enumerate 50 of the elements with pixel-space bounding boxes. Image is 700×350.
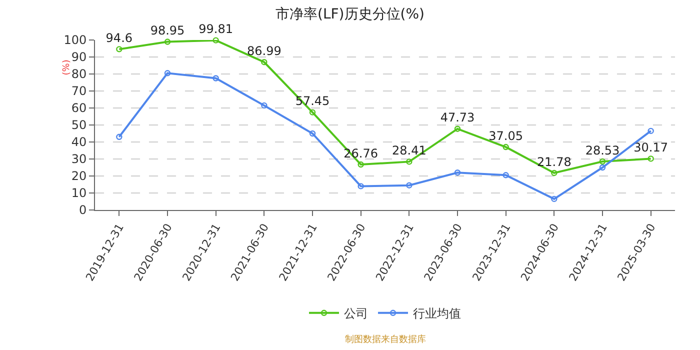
y-tick-label: 20 [71,169,87,184]
point [309,130,316,137]
text: 制图数据来自数据库 [345,334,426,345]
point [164,70,171,76]
point [551,196,558,202]
point [358,183,364,190]
data-label: 30.17 [634,140,668,155]
legend-label: 行业均值 [413,306,461,321]
data-label: 94.6 [106,31,133,46]
point [309,109,316,116]
point [502,144,509,150]
point [454,126,461,132]
data-label: 98.95 [150,24,185,38]
data-label: 99.81 [198,22,234,36]
point [599,158,606,165]
legend-label: 公司 [344,306,368,321]
y-tick-label: 60 [71,101,87,116]
point [261,102,268,109]
point [599,164,606,171]
y-tick-label: 10 [71,186,87,200]
data-label: 86.99 [246,44,282,58]
point [261,59,268,66]
point [358,161,364,168]
point [648,156,654,162]
point [454,170,461,176]
point [406,182,412,188]
y-tick-label: 70 [71,84,87,98]
y-axis-title: (%) [62,60,72,76]
y-tick-label: 50 [71,118,87,132]
point [502,172,509,178]
point [164,38,171,45]
y-tick-label: 80 [71,67,87,82]
data-label: 37.05 [488,128,524,143]
y-tick-label: 0 [78,203,87,218]
y-tick-label: 100 [64,33,87,48]
data-label: 28.53 [585,143,620,158]
point [648,128,654,134]
point [212,37,219,44]
point [551,170,558,176]
data-label: 21.78 [536,154,572,169]
chart-title: 市净率(LF)历史分位(%) [275,6,425,23]
point [116,134,122,140]
y-tick-label: 90 [71,50,87,64]
point [212,75,219,82]
y-tick-label: 30 [71,152,87,166]
point [116,46,122,52]
data-label: 47.73 [440,110,475,125]
point [406,158,412,165]
y-tick-label: 40 [71,135,87,150]
data-label: 28.41 [392,144,426,158]
